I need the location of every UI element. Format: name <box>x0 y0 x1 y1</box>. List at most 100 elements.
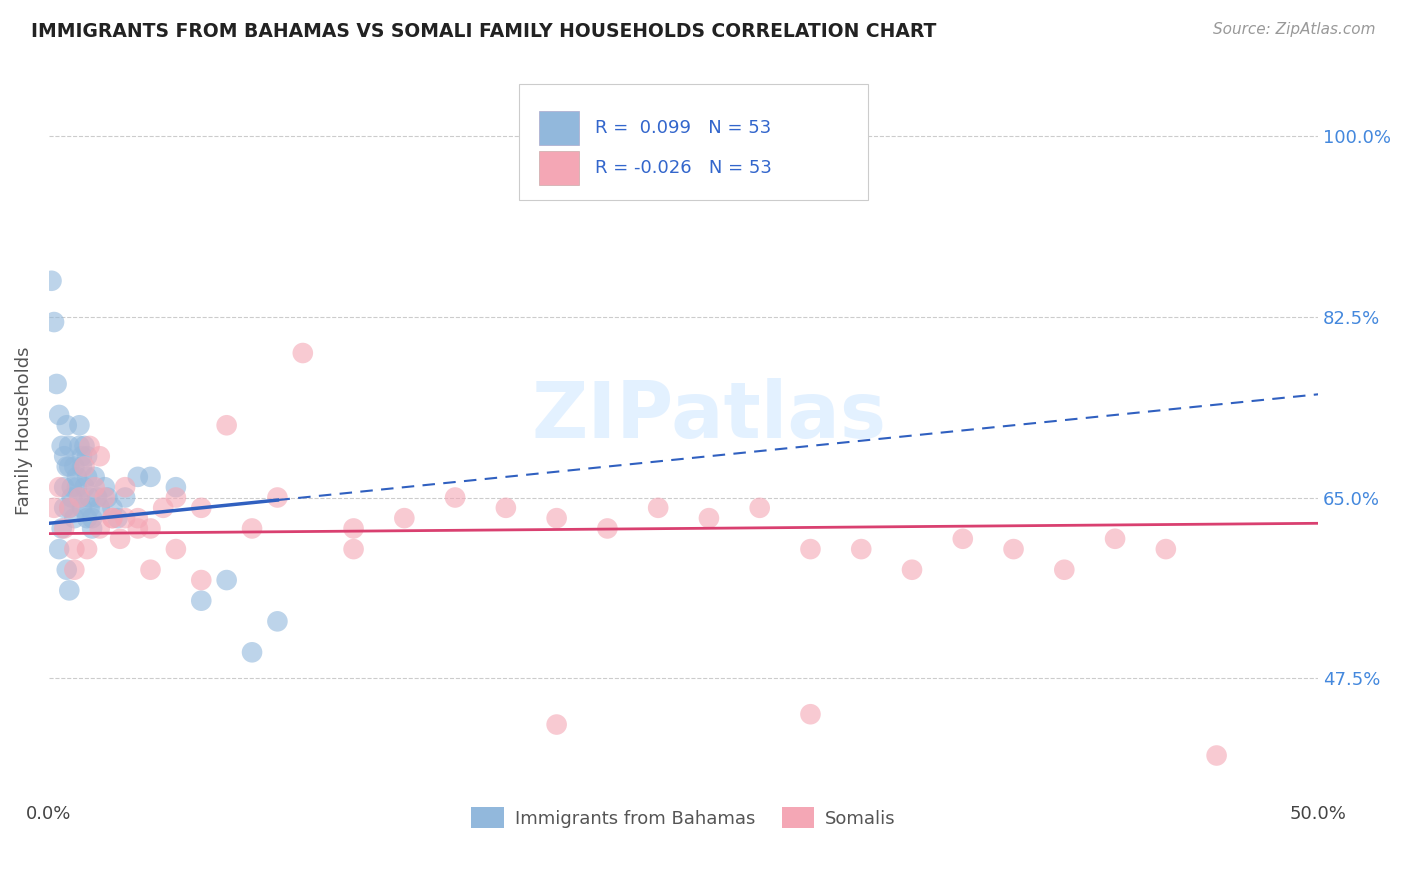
Point <box>58 500 80 515</box>
Point <box>66 480 89 494</box>
Point <box>45 376 67 391</box>
Point <box>66 470 89 484</box>
Point <box>82 511 104 525</box>
Point <box>53 480 76 494</box>
Y-axis label: Family Households: Family Households <box>15 346 32 515</box>
Point <box>266 491 288 505</box>
Text: R = -0.026   N = 53: R = -0.026 N = 53 <box>595 159 772 178</box>
Point <box>83 470 105 484</box>
Point <box>291 346 314 360</box>
Point <box>94 480 117 494</box>
Point <box>165 542 187 557</box>
Point <box>1154 542 1177 557</box>
Point <box>1205 748 1227 763</box>
Point <box>215 418 238 433</box>
Point <box>83 480 105 494</box>
Point <box>76 449 98 463</box>
Point <box>58 583 80 598</box>
Point <box>67 418 90 433</box>
Point <box>89 521 111 535</box>
Point <box>799 542 821 557</box>
Point <box>1002 542 1025 557</box>
Point <box>139 470 162 484</box>
Point <box>101 511 124 525</box>
Legend: Immigrants from Bahamas, Somalis: Immigrants from Bahamas, Somalis <box>464 800 903 836</box>
Point <box>190 573 212 587</box>
Point <box>60 480 83 494</box>
Point <box>1053 563 1076 577</box>
Point <box>70 459 93 474</box>
Point <box>266 615 288 629</box>
Text: R =  0.099   N = 53: R = 0.099 N = 53 <box>595 119 770 136</box>
Text: IMMIGRANTS FROM BAHAMAS VS SOMALI FAMILY HOUSEHOLDS CORRELATION CHART: IMMIGRANTS FROM BAHAMAS VS SOMALI FAMILY… <box>31 22 936 41</box>
Text: ZIPatlas: ZIPatlas <box>531 378 886 454</box>
Point <box>53 521 76 535</box>
Point <box>67 491 90 505</box>
Point <box>76 511 98 525</box>
Point <box>63 459 86 474</box>
Point <box>495 500 517 515</box>
Point <box>394 511 416 525</box>
Point <box>70 500 93 515</box>
Point <box>165 491 187 505</box>
Point <box>89 500 111 515</box>
Point <box>127 470 149 484</box>
Point <box>596 521 619 535</box>
Point <box>215 573 238 587</box>
Point <box>41 274 63 288</box>
Point <box>546 511 568 525</box>
Point <box>901 563 924 577</box>
Point <box>647 500 669 515</box>
Point <box>82 521 104 535</box>
Point <box>67 439 90 453</box>
Point <box>152 500 174 515</box>
Point <box>76 542 98 557</box>
Point <box>114 480 136 494</box>
Point <box>127 521 149 535</box>
Point <box>76 470 98 484</box>
Point <box>96 491 118 505</box>
Point <box>58 439 80 453</box>
Point <box>748 500 770 515</box>
Point <box>139 521 162 535</box>
Point <box>86 491 108 505</box>
Point <box>79 491 101 505</box>
Point <box>165 480 187 494</box>
Point <box>53 500 76 515</box>
Point <box>851 542 873 557</box>
Point <box>190 593 212 607</box>
Point <box>48 542 70 557</box>
Point <box>67 491 90 505</box>
Point <box>101 511 124 525</box>
Point <box>139 563 162 577</box>
Point <box>55 459 77 474</box>
Point <box>546 717 568 731</box>
Point <box>51 439 73 453</box>
Point <box>55 563 77 577</box>
Point <box>73 480 96 494</box>
Point <box>60 491 83 505</box>
FancyBboxPatch shape <box>519 84 868 200</box>
Point <box>73 459 96 474</box>
Point <box>799 707 821 722</box>
Point <box>73 439 96 453</box>
FancyBboxPatch shape <box>538 111 579 145</box>
Point <box>63 563 86 577</box>
Point <box>444 491 467 505</box>
Point <box>342 521 364 535</box>
Point <box>48 480 70 494</box>
Point <box>51 521 73 535</box>
Point <box>127 511 149 525</box>
Point <box>53 449 76 463</box>
Point <box>114 511 136 525</box>
FancyBboxPatch shape <box>538 151 579 186</box>
Point <box>342 542 364 557</box>
Point <box>48 408 70 422</box>
Point <box>55 418 77 433</box>
Point <box>42 315 65 329</box>
Point <box>63 542 86 557</box>
Point <box>697 511 720 525</box>
Point <box>101 500 124 515</box>
Point <box>114 491 136 505</box>
Point <box>190 500 212 515</box>
